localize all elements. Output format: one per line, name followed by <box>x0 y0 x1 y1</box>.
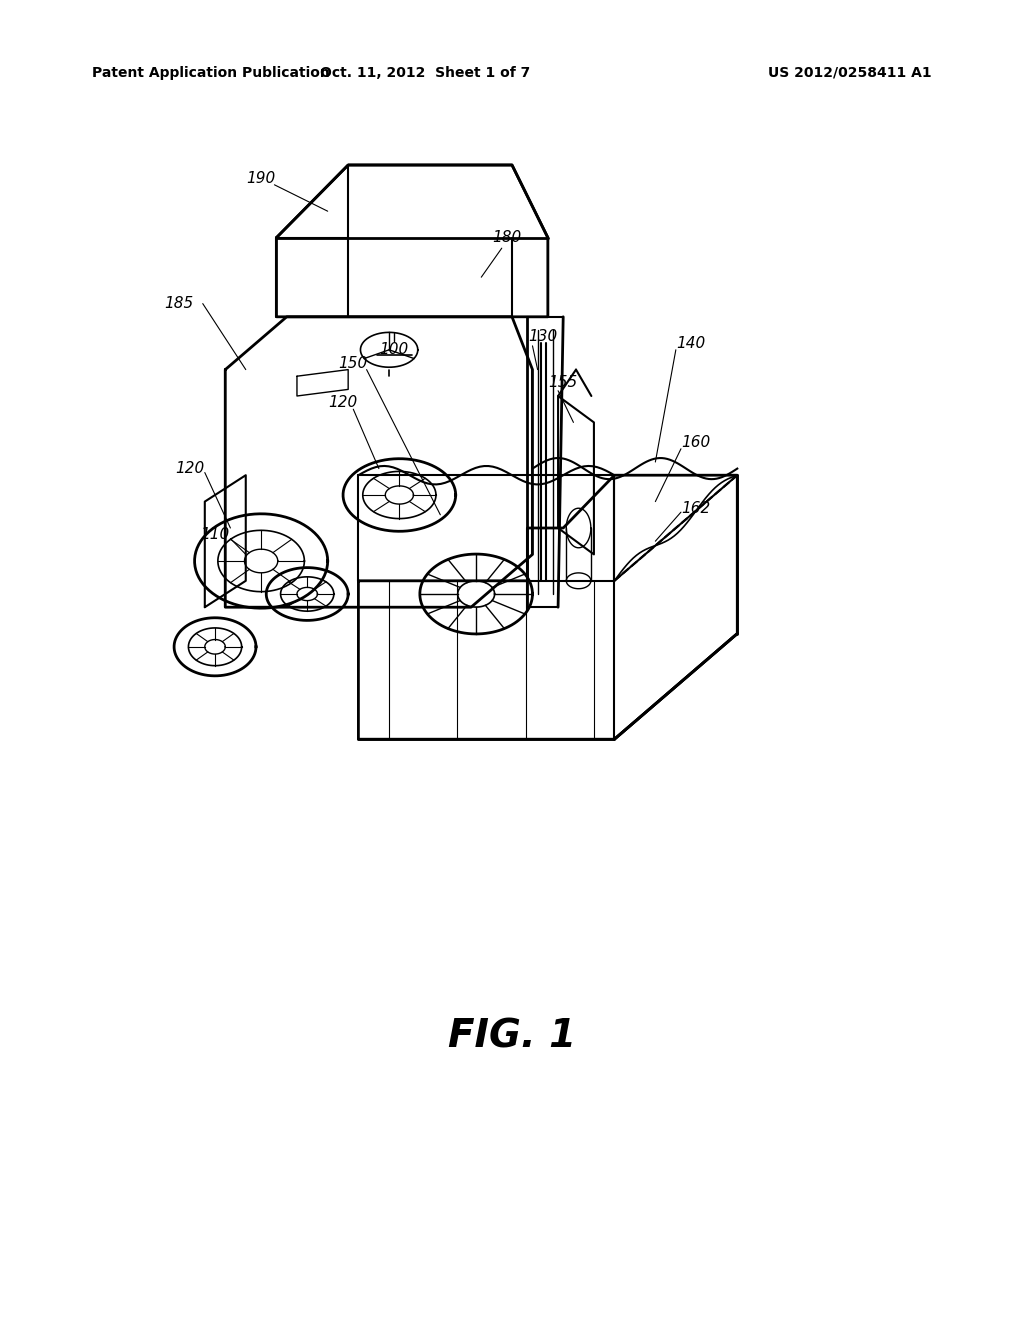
Text: 120: 120 <box>329 395 357 411</box>
Text: 185: 185 <box>165 296 194 312</box>
Text: FIG. 1: FIG. 1 <box>447 1018 577 1055</box>
Text: 120: 120 <box>175 461 204 477</box>
Text: 155: 155 <box>549 375 578 391</box>
Text: 110: 110 <box>201 527 229 543</box>
Text: 130: 130 <box>528 329 557 345</box>
Text: US 2012/0258411 A1: US 2012/0258411 A1 <box>768 66 932 79</box>
Text: Oct. 11, 2012  Sheet 1 of 7: Oct. 11, 2012 Sheet 1 of 7 <box>319 66 530 79</box>
Text: 162: 162 <box>682 500 711 516</box>
Text: 180: 180 <box>493 230 521 246</box>
Text: Patent Application Publication: Patent Application Publication <box>92 66 330 79</box>
Text: 100: 100 <box>380 342 409 358</box>
Text: 150: 150 <box>339 355 368 371</box>
Text: 190: 190 <box>247 170 275 186</box>
Text: 140: 140 <box>677 335 706 351</box>
Text: 160: 160 <box>682 434 711 450</box>
